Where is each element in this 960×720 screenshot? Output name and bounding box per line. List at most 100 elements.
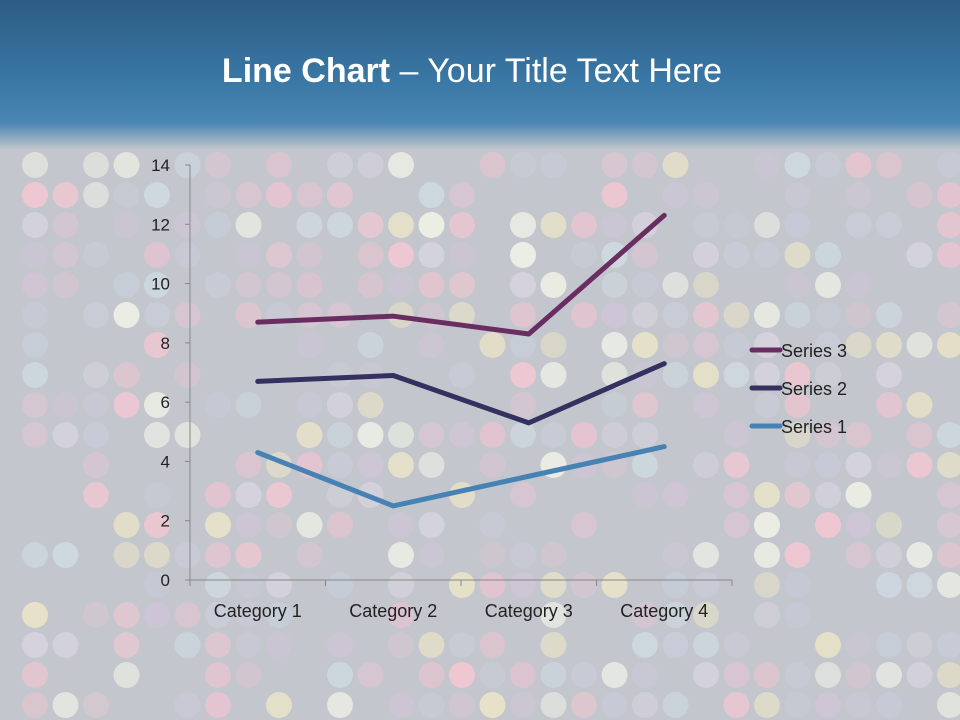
background-dot <box>784 212 811 238</box>
background-dot <box>144 332 170 358</box>
background-dot <box>540 692 567 718</box>
background-dot <box>754 512 780 538</box>
background-dot <box>845 332 872 358</box>
background-dot <box>632 152 658 178</box>
background-dot <box>205 632 231 658</box>
background-dot <box>174 542 201 568</box>
background-dot <box>937 482 960 508</box>
background-dot <box>540 662 567 688</box>
background-dot <box>235 542 262 568</box>
background-dot <box>693 302 719 328</box>
background-dot <box>876 662 902 688</box>
background-dot <box>52 422 79 448</box>
background-dot <box>83 482 109 508</box>
background-dot <box>388 152 414 178</box>
background-dot <box>815 332 841 358</box>
background-dot <box>22 422 48 448</box>
background-dot <box>144 482 170 508</box>
background-dot <box>510 572 536 598</box>
background-dot <box>571 512 597 538</box>
background-dot <box>174 692 201 718</box>
background-dot <box>876 332 902 358</box>
background-dot <box>22 302 48 328</box>
background-dot <box>113 392 140 418</box>
background-dot <box>754 662 780 688</box>
background-dot <box>906 332 933 358</box>
background-dot <box>876 692 902 718</box>
background-dot <box>144 272 170 298</box>
background-dot <box>83 242 109 268</box>
background-dot <box>22 392 48 418</box>
background-dot <box>22 542 48 568</box>
background-dot <box>52 692 79 718</box>
background-dot <box>388 212 414 238</box>
background-dot <box>662 632 689 658</box>
background-dot <box>662 332 689 358</box>
background-dot <box>388 572 414 598</box>
background-dot <box>266 572 292 598</box>
background-dot <box>296 422 323 448</box>
slide-header <box>0 0 960 150</box>
background-dot <box>601 332 628 358</box>
background-dot <box>205 482 231 508</box>
background-dot <box>22 272 48 298</box>
background-dot <box>418 212 445 238</box>
background-dot <box>601 182 628 208</box>
background-dot <box>418 272 445 298</box>
background-dot <box>540 362 567 388</box>
background-dot <box>662 692 689 718</box>
background-dot <box>571 662 597 688</box>
background-dot <box>357 452 384 478</box>
background-dot <box>113 302 140 328</box>
background-dot <box>357 212 384 238</box>
background-dot <box>52 182 79 208</box>
background-dot <box>937 662 960 688</box>
background-dot <box>205 212 231 238</box>
background-dot <box>144 422 170 448</box>
background-dot <box>815 422 841 448</box>
background-dot <box>510 332 536 358</box>
background-dot <box>266 272 292 298</box>
background-dot <box>83 692 109 718</box>
background-dot <box>662 302 689 328</box>
background-dot <box>876 572 902 598</box>
y-tick-label: 12 <box>151 215 170 234</box>
background-dot <box>449 242 475 268</box>
background-dot <box>754 362 780 388</box>
background-dot <box>479 512 506 538</box>
background-dot <box>693 602 719 628</box>
background-dot <box>571 242 597 268</box>
background-dot <box>327 422 353 448</box>
background-dot <box>815 452 841 478</box>
background-dot <box>510 662 536 688</box>
background-dot <box>876 392 902 418</box>
background-dot <box>571 212 597 238</box>
background-dot <box>327 362 353 388</box>
background-dot <box>723 452 750 478</box>
background-dot <box>784 482 811 508</box>
background-dot <box>540 332 567 358</box>
background-dot <box>113 182 140 208</box>
background-dot <box>906 422 933 448</box>
background-dot <box>510 272 536 298</box>
slide-title: Line Chart – Your Title Text Here <box>0 52 944 91</box>
background-dot <box>144 572 170 598</box>
background-dot <box>723 512 750 538</box>
background-dot <box>144 512 170 538</box>
background-dot <box>845 512 872 538</box>
background-dot <box>876 362 902 388</box>
background-dot <box>449 212 475 238</box>
background-dot <box>327 212 353 238</box>
background-dot <box>754 152 780 178</box>
series-line-3 <box>255 212 667 337</box>
background-dot <box>205 512 231 538</box>
background-dot <box>662 362 689 388</box>
background-dot <box>815 242 841 268</box>
title-bold: Line Chart <box>221 52 391 90</box>
background-dot <box>357 332 384 358</box>
background-dot <box>113 542 140 568</box>
background-dot <box>845 152 872 178</box>
background-dot <box>784 542 811 568</box>
background-dot <box>327 512 353 538</box>
background-dot <box>266 182 292 208</box>
